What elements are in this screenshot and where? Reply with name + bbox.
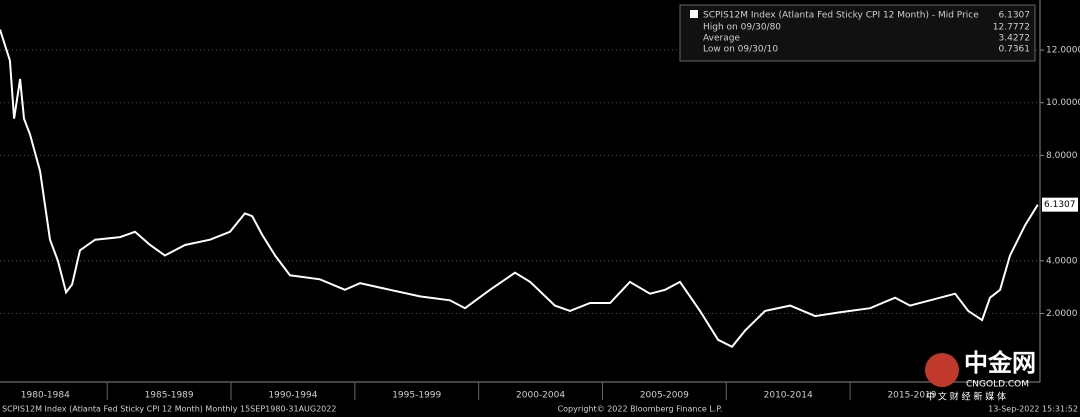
x-tick-label: 2000-2004 xyxy=(516,391,565,401)
legend-row-label: Low on 09/30/10 xyxy=(703,45,778,55)
legend-row-value: 0.7361 xyxy=(999,45,1031,55)
y-tick-label: 8.0000 xyxy=(1046,151,1078,161)
footer-left: SCPIS12M Index (Atlanta Fed Sticky CPI 1… xyxy=(2,405,336,414)
y-tick-label: 2.0000 xyxy=(1046,309,1078,319)
legend-title: SCPIS12M Index (Atlanta Fed Sticky CPI 1… xyxy=(703,11,979,21)
legend-box xyxy=(679,4,1036,62)
watermark-site: CNGOLD.COM xyxy=(966,380,1029,390)
x-tick-label: 2010-2014 xyxy=(764,391,813,401)
series-line xyxy=(0,29,1039,349)
watermark-brand: 中金网 xyxy=(964,349,1036,377)
watermark: 中金网 CNGOLD.COM 中 文 财 经 新 媒 体 xyxy=(925,349,1036,403)
y-tick-label: 12.0000 xyxy=(1046,46,1080,56)
legend-row-value: 3.4272 xyxy=(999,34,1031,44)
footer-center: Copyright© 2022 Bloomberg Finance L.P. xyxy=(558,405,723,414)
legend: SCPIS12M Index (Atlanta Fed Sticky CPI 1… xyxy=(679,4,1036,62)
legend-value: 6.1307 xyxy=(999,11,1031,21)
last-value-label: 6.1307 xyxy=(1044,200,1076,210)
x-tick-label: 1980-1984 xyxy=(21,391,70,401)
watermark-logo xyxy=(925,353,959,387)
x-tick-label: 1985-1989 xyxy=(145,391,194,401)
x-tick-label: 1995-1999 xyxy=(392,391,441,401)
x-tick-label: 2015-2019 xyxy=(887,391,936,401)
watermark-tagline: 中 文 财 经 新 媒 体 xyxy=(926,391,1006,403)
y-tick-label: 4.0000 xyxy=(1046,256,1078,266)
x-tick-label: 2005-2009 xyxy=(640,391,689,401)
footer-right: 13-Sep-2022 15:31:52 xyxy=(988,405,1078,414)
legend-swatch xyxy=(690,10,698,18)
legend-row-label: Average xyxy=(703,34,740,44)
legend-row-value: 12.7772 xyxy=(993,23,1030,33)
y-tick-label: 10.0000 xyxy=(1046,98,1080,108)
x-tick-label: 1990-1994 xyxy=(268,391,317,401)
legend-row-label: High on 09/30/80 xyxy=(703,23,781,33)
last-value-box xyxy=(1042,197,1078,212)
